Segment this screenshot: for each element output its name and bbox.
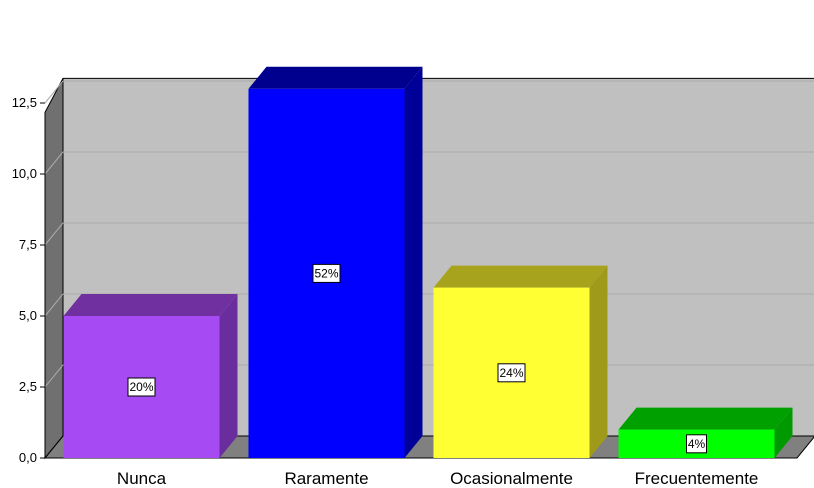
y-tick-label: 12,5 bbox=[12, 95, 37, 110]
data-label-box bbox=[127, 377, 156, 397]
x-tick-label: Raramente bbox=[284, 469, 368, 488]
gridline-side bbox=[44, 293, 64, 317]
gridline-side bbox=[44, 151, 64, 175]
bar-top-face bbox=[433, 265, 608, 288]
data-label: 52% bbox=[314, 266, 338, 280]
y-tick-label: 5,0 bbox=[19, 308, 37, 323]
bar-side-face bbox=[404, 66, 423, 459]
y-tick-label: 10,0 bbox=[12, 166, 37, 181]
bar-side-face bbox=[774, 407, 793, 458]
data-label: 4% bbox=[688, 437, 706, 451]
y-tick-label: 0,0 bbox=[19, 450, 37, 465]
data-label: 24% bbox=[499, 366, 523, 380]
data-label-box bbox=[686, 434, 707, 454]
bar-top-face bbox=[63, 294, 238, 316]
gridline-side bbox=[44, 222, 64, 246]
bar-ocasionalmente bbox=[433, 265, 608, 458]
gridline-side bbox=[44, 80, 64, 104]
gridline-side bbox=[44, 364, 64, 388]
bar-nunca bbox=[63, 294, 238, 458]
data-label-box bbox=[312, 263, 341, 283]
bar-side-face bbox=[589, 265, 608, 458]
bar-side-face bbox=[219, 294, 238, 458]
data-label-box bbox=[497, 363, 526, 383]
x-tick-label: Ocasionalmente bbox=[450, 469, 573, 488]
bar-raramente bbox=[248, 66, 423, 459]
x-tick-label: Frecuentemente bbox=[635, 469, 759, 488]
y-tick-label: 2,5 bbox=[19, 379, 37, 394]
bar-top-face bbox=[618, 407, 793, 430]
x-tick-label: Nunca bbox=[117, 469, 167, 488]
bar-top-face bbox=[248, 66, 423, 89]
data-label: 20% bbox=[129, 380, 153, 394]
plot-left-wall bbox=[44, 78, 64, 460]
y-tick-label: 7,5 bbox=[19, 237, 37, 252]
